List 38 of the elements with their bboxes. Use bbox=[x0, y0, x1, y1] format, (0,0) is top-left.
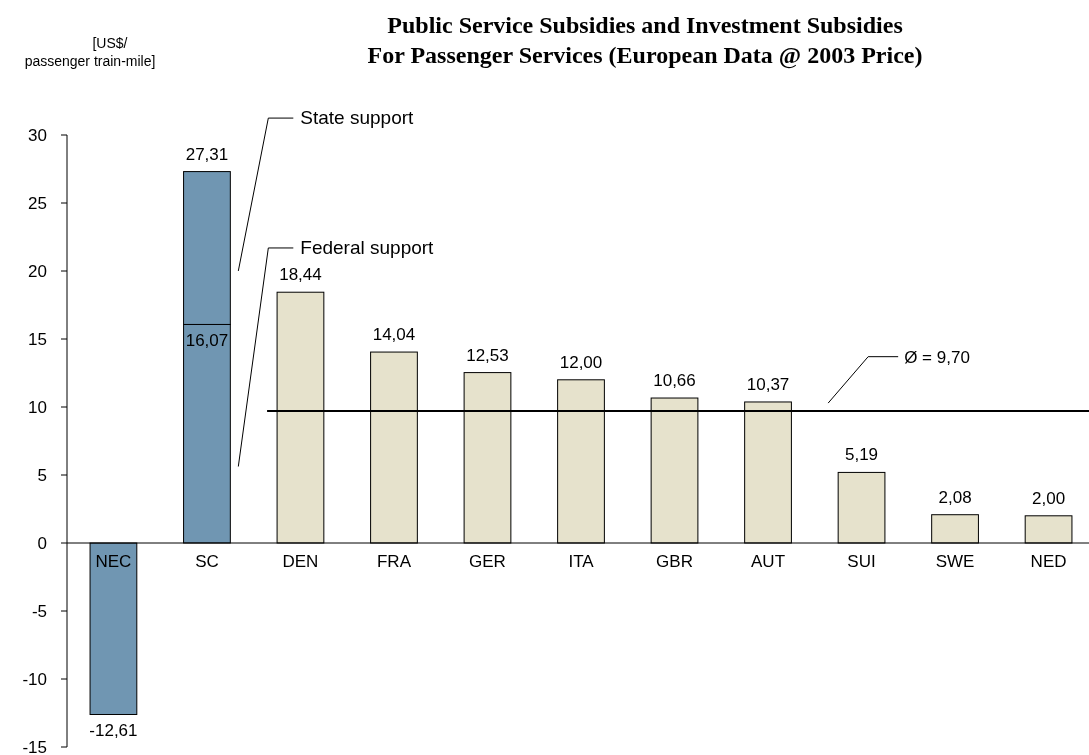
y-tick-label: 5 bbox=[37, 466, 47, 485]
x-tick-label: GBR bbox=[656, 552, 693, 571]
data-label: 10,37 bbox=[746, 374, 790, 394]
data-label: 16,07 bbox=[185, 331, 229, 351]
data-label: 14,04 bbox=[372, 325, 416, 345]
data-label: 12,00 bbox=[559, 352, 603, 372]
data-label: 5,19 bbox=[844, 445, 879, 465]
x-tick-label: ITA bbox=[568, 552, 595, 571]
data-label: 2,08 bbox=[938, 487, 972, 507]
y-tick-label: 25 bbox=[28, 194, 47, 213]
y-tick-label: 10 bbox=[28, 398, 47, 417]
text: Federal support bbox=[300, 236, 435, 258]
chart-title: Public Service Subsidies and Investment Subsidies For Passenger Services (European Data @ 2003 Price) bbox=[367, 12, 923, 69]
x-tick-label: AUT bbox=[751, 552, 786, 571]
x-tick-label: SC bbox=[195, 552, 219, 571]
text: State support bbox=[300, 107, 415, 129]
data-label: 12,53 bbox=[466, 345, 509, 365]
y-tick-label: -10 bbox=[22, 670, 47, 689]
x-tick-label: NED bbox=[1030, 552, 1067, 571]
y-tick-label: 15 bbox=[28, 330, 47, 349]
y-axis-title: [US$/ passenger train-mile] bbox=[24, 35, 156, 69]
data-label: 10,66 bbox=[653, 371, 696, 391]
x-tick-label: SUI bbox=[847, 552, 876, 571]
y-tick-label: -15 bbox=[22, 738, 47, 755]
ref-line-label: Ø = 9,70 bbox=[904, 347, 970, 367]
x-tick-label: SWE bbox=[935, 552, 975, 571]
x-tick-label: FRA bbox=[376, 552, 412, 571]
y-tick-label: -5 bbox=[31, 602, 47, 621]
x-tick-label: GER bbox=[469, 552, 506, 571]
total-label: 27,31 bbox=[185, 144, 229, 164]
data-label: 2,00 bbox=[1032, 488, 1066, 508]
x-tick-label: NEC bbox=[95, 552, 132, 571]
data-label: -12,61 bbox=[89, 721, 138, 741]
y-tick-label: 0 bbox=[37, 534, 47, 553]
x-tick-label: DEN bbox=[282, 552, 319, 571]
y-tick-label: 30 bbox=[28, 126, 47, 145]
y-tick-label: 20 bbox=[28, 262, 47, 281]
data-label: 18,44 bbox=[279, 265, 322, 285]
